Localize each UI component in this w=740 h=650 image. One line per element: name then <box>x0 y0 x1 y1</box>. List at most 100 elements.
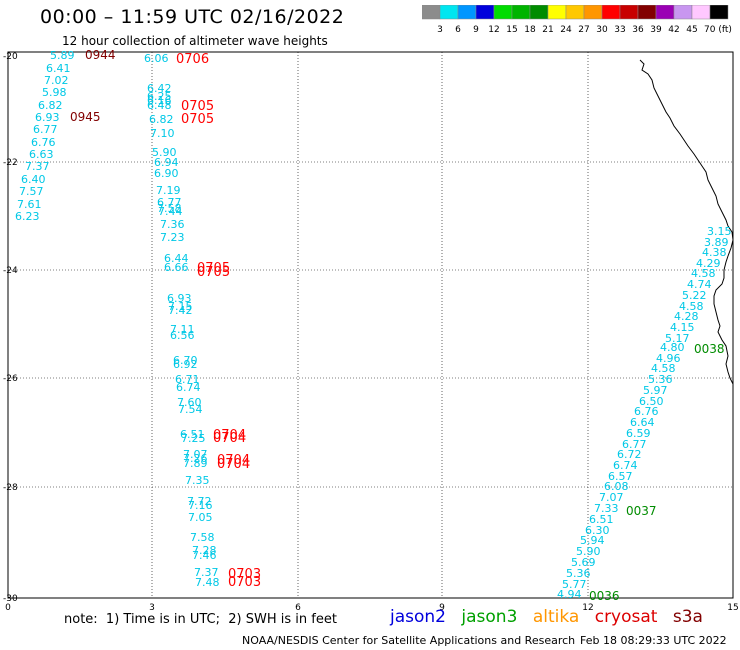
color-scale-label: 9 <box>473 25 479 35</box>
color-scale-label: 27 <box>578 25 589 35</box>
wave-height-value: 4.29 <box>696 257 721 270</box>
wave-height-value: 3.15 <box>707 225 732 238</box>
wave-height-value: 6.92 <box>173 358 198 371</box>
coastline <box>639 59 734 385</box>
wave-height-value: 7.16 <box>188 499 213 512</box>
wave-height-value: 6.59 <box>626 427 651 440</box>
color-scale-label: 24 <box>560 25 572 35</box>
wave-height-value: 6.72 <box>617 448 642 461</box>
time-label: 0037 <box>626 504 657 518</box>
wave-height-value: 5.36 <box>648 373 673 386</box>
wave-height-value: 6.56 <box>170 329 195 342</box>
wave-height-value: 6.74 <box>176 381 201 394</box>
color-swatch <box>709 5 729 20</box>
wave-height-value: 7.10 <box>150 127 175 140</box>
time-label: 0036 <box>589 589 620 603</box>
time-label: 0705 <box>197 265 230 280</box>
satellite-legend: jason2 jason3 altika cryosat s3a <box>390 607 713 627</box>
wave-height-value: 6.76 <box>31 136 56 149</box>
time-label: 0945 <box>70 110 101 124</box>
color-scale-label: 6 <box>455 25 461 35</box>
wave-height-value: 6.82 <box>149 113 174 126</box>
satellite-cryosat: cryosat <box>594 607 658 627</box>
color-scale-label: 45 <box>686 25 697 35</box>
satellite-s3a: s3a <box>672 607 703 627</box>
wave-height-value: 7.58 <box>190 531 215 544</box>
satellite-jason2: jason2 <box>390 607 446 627</box>
wave-height-value: 4.58 <box>679 300 704 313</box>
color-scale-label: 30 <box>596 25 608 35</box>
wave-height-value: 7.35 <box>185 474 210 487</box>
wave-height-value: 6.93 <box>35 111 60 124</box>
wave-height-value: 5.69 <box>571 556 596 569</box>
time-label: 0706 <box>176 52 209 67</box>
wave-height-value: 6.76 <box>634 405 659 418</box>
wave-height-value: 4.58 <box>651 362 676 375</box>
wave-height-value: 5.22 <box>682 289 707 302</box>
wave-height-value: 6.48 <box>147 99 172 112</box>
color-scale-label: 70 (ft) <box>704 25 732 35</box>
wave-height-value: 7.11 <box>170 323 195 336</box>
wave-height-value: 7.07 <box>183 448 208 461</box>
wave-height-value: 7.19 <box>156 184 181 197</box>
lon-label: 3 <box>149 603 155 610</box>
page-title: 00:00 – 11:59 UTC 02/16/2022 <box>40 6 345 28</box>
wave-height-value: 7.28 <box>192 544 217 557</box>
lat-label: -24 <box>3 266 18 276</box>
wave-height-value: 6.71 <box>175 373 200 386</box>
wave-height-value: 6.90 <box>154 167 179 180</box>
lat-label: -28 <box>3 483 18 493</box>
wave-height-value: 4.28 <box>674 310 699 323</box>
color-scale-label: 39 <box>650 25 662 35</box>
wave-height-value: 6.50 <box>639 395 664 408</box>
wave-height-value: 6.63 <box>29 148 54 161</box>
wave-height-value: 6.93 <box>167 292 192 305</box>
wave-height-value: 7.36 <box>160 218 185 231</box>
wave-height-value: 7.72 <box>187 495 212 508</box>
wave-height-value: 6.57 <box>608 470 633 483</box>
wave-height-value: 6.23 <box>15 210 40 223</box>
wave-height-value: 6.51 <box>589 513 614 526</box>
wave-height-value: 7.46 <box>192 549 217 562</box>
wave-height-value: 6.94 <box>154 156 179 169</box>
wave-height-value: 7.15 <box>168 300 193 313</box>
wave-height-value: 7.61 <box>17 198 42 211</box>
color-scale-label: 18 <box>524 25 536 35</box>
wave-height-map: -20-22-24-26-28-300 3 6 9 12 155.896.417.025.… <box>3 48 739 610</box>
generated-timestamp: Feb 18 08:29:33 UTC 2022 <box>580 634 727 647</box>
color-scale-legend: 3 6 9 12 15 18 21 24 27 30 33 36 39 42 45 70 (ft) <box>422 5 732 35</box>
lon-label: 9 <box>439 603 445 610</box>
wave-height-value: 7.42 <box>168 304 193 317</box>
wave-height-value: 7.07 <box>599 491 624 504</box>
wave-height-value: 7.25 <box>181 432 206 445</box>
wave-height-value: 6.16 <box>147 94 172 107</box>
wave-height-value: 7.48 <box>195 576 220 589</box>
wave-height-value: 5.17 <box>665 332 690 345</box>
color-scale-label: 3 <box>437 25 443 35</box>
wave-height-value: 7.23 <box>160 231 185 244</box>
wave-height-value: 4.15 <box>670 321 695 334</box>
wave-height-value: 7.37 <box>194 566 219 579</box>
wave-height-value: 7.54 <box>178 403 203 416</box>
wave-height-value: 4.74 <box>687 278 712 291</box>
lon-label: 0 <box>5 603 11 610</box>
time-label: 0703 <box>228 575 261 590</box>
lat-label: -22 <box>3 158 18 168</box>
wave-height-value: 7.89 <box>183 457 208 470</box>
wave-height-value: 5.36 <box>566 567 591 580</box>
wave-height-value: 5.77 <box>562 578 587 591</box>
wave-height-value: 6.74 <box>613 459 638 472</box>
wave-height-value: 7.44 <box>158 205 183 218</box>
time-label: 0038 <box>694 342 725 356</box>
wave-height-value: 7.37 <box>25 160 50 173</box>
lat-label: -26 <box>3 374 18 384</box>
time-label: 0705 <box>181 99 214 114</box>
lat-label: -30 <box>3 594 18 604</box>
wave-height-value: 5.90 <box>576 545 601 558</box>
wave-height-value: 4.80 <box>660 341 685 354</box>
wave-height-value: 4.58 <box>691 267 716 280</box>
lat-label: -20 <box>3 52 18 62</box>
time-label: 0704 <box>213 428 246 443</box>
lon-label: 15 <box>727 603 738 610</box>
wave-height-value: 3.89 <box>704 236 729 249</box>
